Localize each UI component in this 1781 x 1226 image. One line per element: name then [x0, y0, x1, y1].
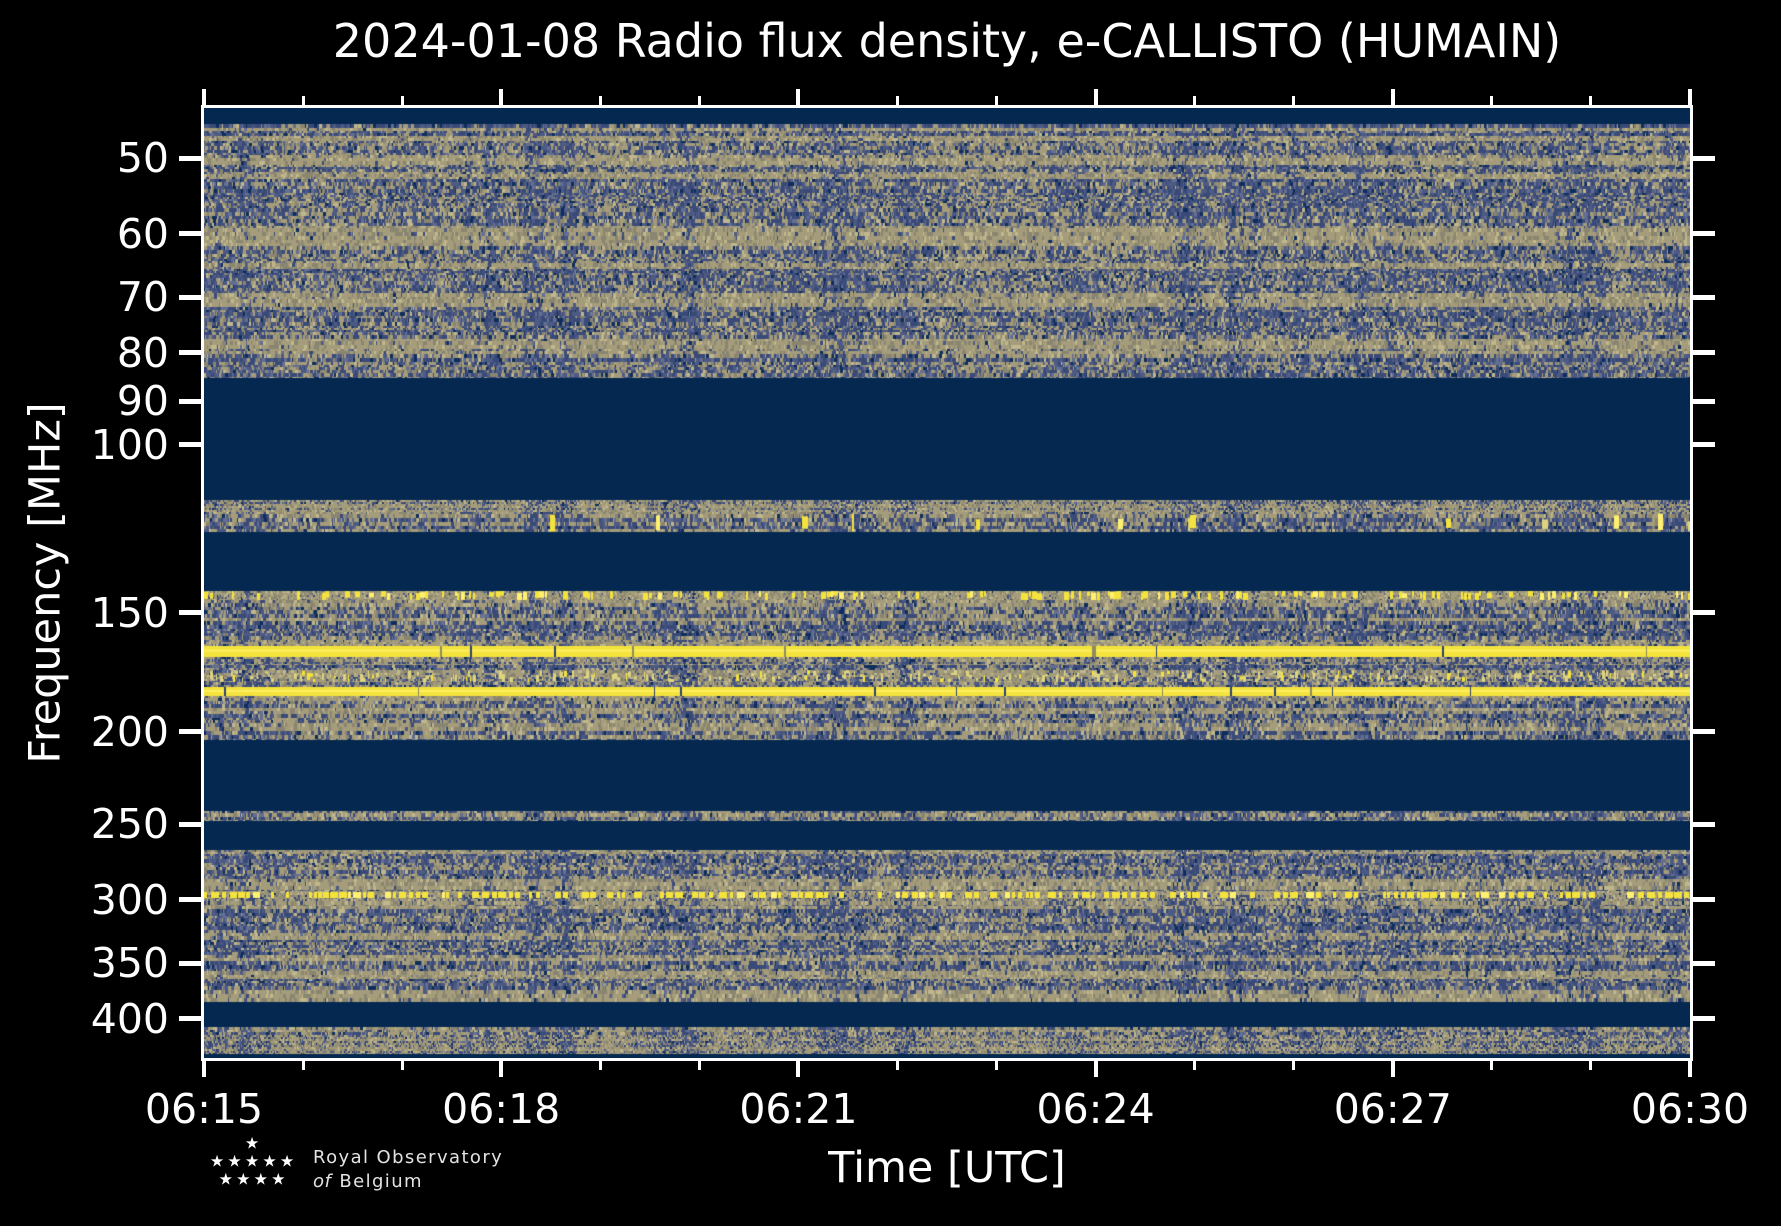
- y-major-tick: [179, 231, 201, 237]
- x-axis-label: Time [UTC]: [828, 1143, 1066, 1193]
- y-major-tick: [1693, 897, 1715, 903]
- x-minor-tick: [400, 96, 404, 105]
- x-tick-label: 06:24: [1036, 1085, 1155, 1133]
- plot-frame: [201, 105, 1693, 1061]
- rob-star-icon: ★: [218, 1169, 233, 1189]
- x-major-tick: [1390, 89, 1395, 105]
- y-major-tick: [179, 442, 201, 448]
- rob-star-icon: ★: [209, 1151, 225, 1171]
- x-major-tick: [1390, 1061, 1395, 1077]
- rob-logo-text-line1: Royal Observatory: [313, 1147, 504, 1168]
- x-minor-tick: [1490, 1061, 1494, 1070]
- y-major-tick: [179, 610, 201, 616]
- y-tick-label: 90: [116, 377, 169, 426]
- rob-star-icon: ★: [227, 1151, 242, 1171]
- x-minor-tick: [697, 1061, 701, 1070]
- x-minor-tick: [400, 1061, 404, 1070]
- y-axis-label-wrap: Frequency [MHz]: [0, 108, 92, 1058]
- rob-star-icon: ★: [244, 1151, 260, 1171]
- x-minor-tick: [301, 1061, 305, 1070]
- y-major-tick: [1693, 442, 1715, 448]
- y-tick-label: 200: [90, 707, 169, 756]
- y-major-tick: [1693, 729, 1715, 735]
- rob-logo-text-of: of: [313, 1171, 332, 1192]
- rob-star-icon: ★: [279, 1151, 295, 1171]
- x-major-tick: [1093, 1061, 1098, 1077]
- y-major-tick: [179, 294, 201, 300]
- y-tick-label: 400: [90, 994, 169, 1043]
- x-minor-tick: [301, 96, 305, 105]
- rob-logo-text-line2: of Belgium: [313, 1171, 423, 1192]
- y-axis-label: Frequency [MHz]: [21, 402, 71, 764]
- x-minor-tick: [1193, 96, 1197, 105]
- x-minor-tick: [1193, 1061, 1197, 1070]
- x-tick-label: 06:18: [442, 1085, 561, 1133]
- y-major-tick: [179, 398, 201, 404]
- x-minor-tick: [895, 96, 899, 105]
- x-major-tick: [202, 89, 206, 105]
- rob-star-icon: ★: [244, 1133, 260, 1153]
- x-minor-tick: [1589, 1061, 1593, 1070]
- rob-star-icon: ★: [271, 1169, 286, 1189]
- y-tick-label: 250: [90, 800, 169, 849]
- x-tick-label: 06:21: [739, 1085, 858, 1133]
- y-major-tick: [1693, 155, 1715, 161]
- x-minor-tick: [995, 1061, 999, 1070]
- x-minor-tick: [697, 96, 701, 105]
- y-tick-label: 300: [90, 875, 169, 924]
- x-tick-label: 06:27: [1333, 1085, 1452, 1133]
- x-minor-tick: [1589, 96, 1593, 105]
- y-major-tick: [1693, 610, 1715, 616]
- rob-star-icon: ★: [236, 1169, 251, 1189]
- y-major-tick: [1693, 821, 1715, 827]
- y-major-tick: [1693, 350, 1715, 356]
- spectrogram-canvas: [204, 108, 1690, 1058]
- x-major-tick: [202, 1061, 206, 1077]
- y-major-tick: [1693, 398, 1715, 404]
- x-tick-label: 06:30: [1630, 1085, 1750, 1133]
- x-minor-tick: [895, 1061, 899, 1070]
- x-major-tick: [1688, 89, 1692, 105]
- x-tick-label: 06:15: [144, 1085, 264, 1133]
- x-minor-tick: [598, 1061, 602, 1070]
- x-minor-tick: [598, 96, 602, 105]
- x-major-tick: [1093, 89, 1098, 105]
- rob-star-icon: ★: [253, 1169, 268, 1189]
- y-major-tick: [179, 897, 201, 903]
- rob-star-icon: ★: [262, 1151, 277, 1171]
- y-major-tick: [1693, 960, 1715, 966]
- y-major-tick: [179, 960, 201, 966]
- y-major-tick: [179, 350, 201, 356]
- x-major-tick: [796, 1061, 801, 1077]
- y-major-tick: [1693, 1016, 1715, 1022]
- rob-logo-text-belgium: Belgium: [339, 1171, 423, 1192]
- x-minor-tick: [1292, 96, 1296, 105]
- y-major-tick: [179, 155, 201, 161]
- x-minor-tick: [995, 96, 999, 105]
- y-major-tick: [1693, 231, 1715, 237]
- x-major-tick: [499, 1061, 504, 1077]
- y-major-tick: [179, 1016, 201, 1022]
- x-major-tick: [499, 89, 504, 105]
- y-tick-label: 80: [116, 328, 169, 377]
- x-major-tick: [1688, 1061, 1692, 1077]
- x-minor-tick: [1292, 1061, 1296, 1070]
- chart-title: 2024-01-08 Radio flux density, e-CALLIST…: [332, 14, 1562, 68]
- y-tick-label: 350: [90, 939, 169, 988]
- y-major-tick: [179, 821, 201, 827]
- y-tick-label: 70: [116, 273, 169, 322]
- y-tick-label: 100: [90, 420, 169, 469]
- y-major-tick: [179, 729, 201, 735]
- y-tick-label: 60: [116, 209, 169, 258]
- y-tick-label: 150: [90, 588, 169, 637]
- x-minor-tick: [1490, 96, 1494, 105]
- y-major-tick: [1693, 294, 1715, 300]
- x-major-tick: [796, 89, 801, 105]
- y-tick-label: 50: [116, 134, 169, 183]
